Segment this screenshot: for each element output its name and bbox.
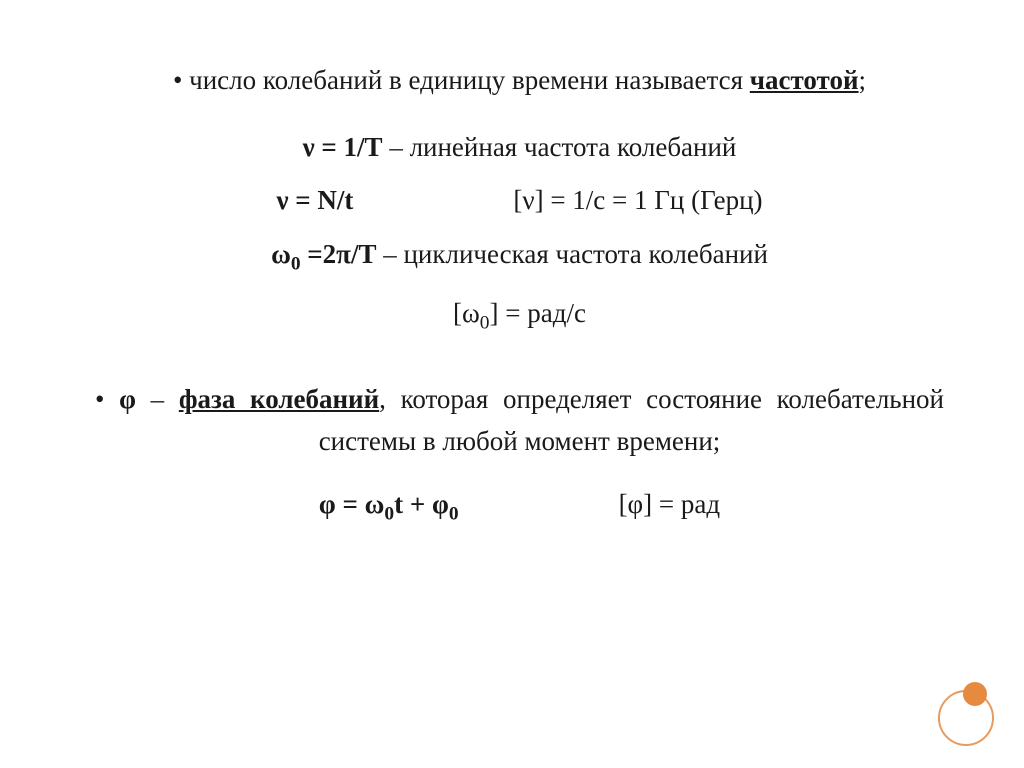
unit-phase: [φ] = рад <box>619 489 721 520</box>
phase-eq-row: φ = ω0t + φ0 [φ] = рад <box>95 489 944 520</box>
decoration-dot <box>963 682 987 706</box>
spacer <box>95 333 944 379</box>
bullet-frequency-definition: • число колебаний в единицу времени назы… <box>95 60 944 101</box>
angular-frequency-unit: [ω0] = рад/с <box>95 293 944 334</box>
term-phase: фаза колебаний <box>179 384 379 414</box>
symbol-phi: φ <box>119 384 136 414</box>
bullet-phase-definition: • φ – фаза колебаний, которая определяет… <box>95 379 944 463</box>
phase-definition-text: , которая определяет состояние колебател… <box>319 384 944 456</box>
slide: • число колебаний в единицу времени назы… <box>0 0 1024 768</box>
eq-linear-frequency: ν = 1/T <box>303 132 383 162</box>
desc-linear-frequency: – линейная частота колебаний <box>383 132 737 162</box>
spacer <box>95 463 944 489</box>
unit-nu: [ν] = 1/с = 1 Гц (Герц) <box>513 185 762 216</box>
eq-nu-nt: ν = N/t <box>276 185 353 216</box>
angular-frequency-line: ω0 =2π/T – циклическая частота колебаний <box>95 234 944 275</box>
linear-frequency-line: ν = 1/T – линейная частота колебаний <box>95 127 944 168</box>
spacer <box>95 101 944 127</box>
spacer <box>95 167 944 185</box>
desc-angular-frequency: – циклическая частота колебаний <box>376 239 767 269</box>
eq-phase: φ = ω0t + φ0 <box>319 489 459 520</box>
semicolon: ; <box>859 65 867 95</box>
bullet-marker: • <box>173 65 189 95</box>
bullet-marker: • <box>95 384 119 414</box>
eq-omega: ω0 =2π/T <box>271 239 376 269</box>
definition-text: число колебаний в единицу времени называ… <box>189 65 750 95</box>
frequency-nt-row: ν = N/t [ν] = 1/с = 1 Гц (Герц) <box>95 185 944 216</box>
term-frequency: частотой <box>750 65 859 95</box>
spacer <box>95 216 944 234</box>
corner-decoration <box>924 676 994 746</box>
spacer <box>95 275 944 293</box>
